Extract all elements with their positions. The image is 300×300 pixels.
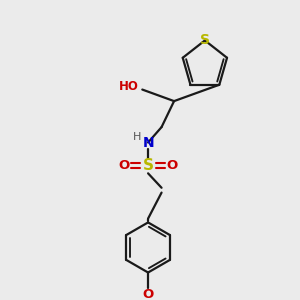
Text: S: S — [142, 158, 154, 173]
Text: O: O — [142, 288, 154, 300]
Text: H: H — [133, 132, 142, 142]
Text: N: N — [142, 136, 154, 149]
Text: S: S — [200, 33, 210, 47]
Text: O: O — [118, 159, 130, 172]
Text: O: O — [167, 159, 178, 172]
Text: HO: HO — [119, 80, 139, 93]
